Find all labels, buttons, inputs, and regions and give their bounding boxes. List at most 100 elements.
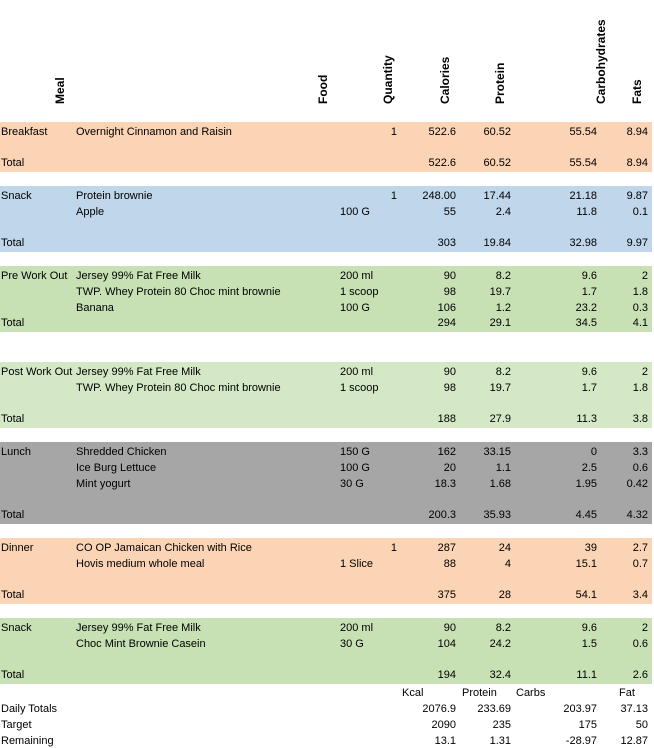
quantity-cell: 1 bbox=[390, 190, 397, 202]
calories-cell: 88 bbox=[443, 558, 456, 570]
food-cell: Jersey 99% Fat Free Milk bbox=[76, 366, 201, 378]
unit-cell: 100 G bbox=[340, 302, 370, 314]
header-fats: Fats bbox=[630, 79, 644, 104]
fats-cell: 1.8 bbox=[632, 382, 648, 394]
total-fats: 3.8 bbox=[632, 413, 648, 425]
fats-cell: 2 bbox=[641, 270, 648, 282]
summary-header-kcal: Kcal bbox=[402, 687, 424, 699]
summary-carbs: 203.97 bbox=[563, 703, 597, 715]
fats-cell: 9.87 bbox=[626, 190, 648, 202]
meal-cell: Snack bbox=[1, 190, 32, 202]
food-cell: Protein brownie bbox=[76, 190, 153, 202]
summary-protein: 235 bbox=[492, 719, 511, 731]
meal-section-band bbox=[0, 442, 652, 524]
fats-cell: 0.42 bbox=[626, 478, 648, 490]
calories-cell: 162 bbox=[437, 446, 456, 458]
food-cell: Ice Burg Lettuce bbox=[76, 462, 157, 474]
meal-cell: Post Work Out bbox=[1, 366, 73, 378]
summary-carbs: -28.97 bbox=[565, 735, 597, 747]
meal-cell: Pre Work Out bbox=[1, 270, 68, 282]
quantity-cell: 1 bbox=[390, 542, 397, 554]
unit-cell: 100 G bbox=[340, 462, 370, 474]
fats-cell: 0.1 bbox=[632, 206, 648, 218]
total-calories: 375 bbox=[437, 589, 456, 601]
summary-fat: 12.87 bbox=[620, 735, 648, 747]
summary-header-carbs: Carbs bbox=[516, 687, 546, 699]
carbs-cell: 1.7 bbox=[581, 382, 597, 394]
meal-cell: Dinner bbox=[1, 542, 34, 554]
carbs-cell: 1.95 bbox=[575, 478, 597, 490]
fats-cell: 1.8 bbox=[632, 286, 648, 298]
total-fats: 2.6 bbox=[632, 669, 648, 681]
protein-cell: 2.4 bbox=[495, 206, 511, 218]
total-fats: 4.1 bbox=[632, 317, 648, 329]
summary-label: Daily Totals bbox=[1, 703, 58, 715]
summary-fat: 37.13 bbox=[620, 703, 648, 715]
protein-cell: 1.68 bbox=[489, 478, 511, 490]
carbs-cell: 55.54 bbox=[569, 126, 597, 138]
fats-cell: 0.6 bbox=[632, 462, 648, 474]
total-carbs: 4.45 bbox=[575, 509, 597, 521]
total-protein: 29.1 bbox=[489, 317, 511, 329]
protein-cell: 8.2 bbox=[495, 366, 511, 378]
total-label: Total bbox=[1, 413, 25, 425]
food-cell: Banana bbox=[76, 302, 114, 314]
total-calories: 194 bbox=[437, 669, 456, 681]
calories-cell: 90 bbox=[443, 366, 456, 378]
summary-header-protein: Protein bbox=[462, 687, 497, 699]
header-food: Food bbox=[316, 74, 330, 104]
calories-cell: 55 bbox=[443, 206, 456, 218]
unit-cell: 200 ml bbox=[340, 622, 374, 634]
quantity-cell: 1 bbox=[390, 126, 397, 138]
header-carbohydrates: Carbohydrates bbox=[594, 19, 608, 104]
total-protein: 27.9 bbox=[489, 413, 511, 425]
summary-label: Target bbox=[1, 719, 32, 731]
calories-cell: 20 bbox=[443, 462, 456, 474]
fats-cell: 8.94 bbox=[626, 126, 648, 138]
food-cell: CO OP Jamaican Chicken with Rice bbox=[76, 542, 252, 554]
total-carbs: 11.1 bbox=[576, 669, 597, 681]
carbs-cell: 15.1 bbox=[575, 558, 597, 570]
calories-cell: 98 bbox=[443, 382, 456, 394]
fats-cell: 2.7 bbox=[632, 542, 648, 554]
calories-cell: 287 bbox=[437, 542, 456, 554]
protein-cell: 24.2 bbox=[489, 638, 511, 650]
fats-cell: 2 bbox=[641, 622, 648, 634]
carbs-cell: 9.6 bbox=[581, 270, 597, 282]
summary-carbs: 175 bbox=[578, 719, 597, 731]
carbs-cell: 23.2 bbox=[575, 302, 597, 314]
total-calories: 200.3 bbox=[428, 509, 456, 521]
fats-cell: 0.6 bbox=[632, 638, 648, 650]
summary-calories: 13.1 bbox=[434, 735, 456, 747]
total-calories: 303 bbox=[437, 237, 456, 249]
carbs-cell: 21.18 bbox=[569, 190, 597, 202]
meal-section-band bbox=[0, 618, 652, 684]
carbs-cell: 39 bbox=[584, 542, 597, 554]
calories-cell: 90 bbox=[443, 270, 456, 282]
calories-cell: 522.6 bbox=[428, 126, 456, 138]
total-label: Total bbox=[1, 509, 25, 521]
total-protein: 32.4 bbox=[489, 669, 511, 681]
calories-cell: 248.00 bbox=[422, 190, 456, 202]
summary-fat: 50 bbox=[635, 719, 648, 731]
food-cell: Apple bbox=[76, 206, 105, 218]
unit-cell: 30 G bbox=[340, 478, 364, 490]
summary-protein: 233.69 bbox=[477, 703, 511, 715]
total-calories: 294 bbox=[437, 317, 456, 329]
unit-cell: 1 scoop bbox=[340, 286, 379, 298]
fats-cell: 3.3 bbox=[632, 446, 648, 458]
header-meal: Meal bbox=[53, 77, 67, 104]
protein-cell: 8.2 bbox=[495, 622, 511, 634]
total-fats: 4.32 bbox=[626, 509, 648, 521]
food-cell: TWP. Whey Protein 80 Choc mint brownie bbox=[76, 382, 281, 394]
unit-cell: 1 scoop bbox=[340, 382, 379, 394]
fats-cell: 2 bbox=[641, 366, 648, 378]
food-cell: Jersey 99% Fat Free Milk bbox=[76, 622, 201, 634]
meal-section-band bbox=[0, 122, 652, 172]
protein-cell: 8.2 bbox=[495, 270, 511, 282]
total-fats: 8.94 bbox=[626, 157, 648, 169]
total-carbs: 11.3 bbox=[576, 413, 597, 425]
meal-section-band bbox=[0, 362, 652, 428]
food-cell: Choc Mint Brownie Casein bbox=[76, 638, 206, 650]
carbs-cell: 11.8 bbox=[576, 206, 597, 218]
